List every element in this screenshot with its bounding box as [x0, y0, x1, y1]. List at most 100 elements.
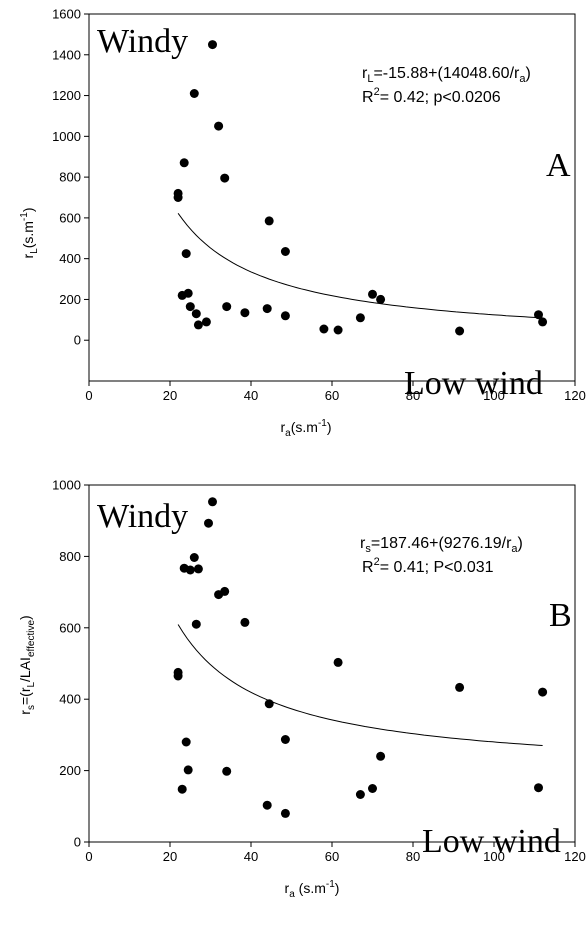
- panel-a-axes: 0 20 40 60 80 100 1200200400600800100012001400…: [52, 7, 586, 404]
- panel-a-point-25: [455, 326, 465, 336]
- panel-b-r2: R2= 0.41; P<0.031: [362, 556, 494, 576]
- panel-b-ylabel-mid2: /LAI: [17, 657, 33, 682]
- panel-b-point-15: [240, 617, 250, 627]
- panel-b-point-21: [355, 790, 365, 799]
- panel-b-eq-base: r: [360, 535, 366, 552]
- panel-a-point-4: [181, 249, 191, 259]
- panel-b-point-16: [262, 800, 272, 810]
- panel-b-ylabel-mid: =(r: [17, 687, 33, 705]
- panel-a-ylabel-sub: L: [29, 248, 40, 254]
- panel-a-ytick-label-8: 1600: [52, 7, 81, 22]
- panel-b-point-2: [177, 784, 187, 794]
- panel-b-eq-close: ): [518, 535, 523, 552]
- panel-b-low-wind-label: Low wind: [422, 823, 561, 860]
- panel-b-eq-sub: s: [365, 543, 371, 555]
- panel-b-point-19: [280, 808, 290, 818]
- panel-a-point-13: [220, 173, 230, 183]
- panel-b-xtick-label-4: 80: [406, 849, 420, 864]
- panel-a-ytick-label-6: 1200: [52, 88, 81, 103]
- panel-b-r2-rest: = 0.41; P<0.031: [380, 559, 494, 576]
- panel-a-eq-sub: L: [367, 73, 373, 85]
- panel-b-point-9: [193, 564, 203, 574]
- panel-b-ytick-label-2: 400: [59, 692, 81, 707]
- panel-b-point-26: [538, 687, 548, 697]
- panel-b-ylabel-base: r: [17, 710, 33, 715]
- panel-a-xtick-label-6: 120: [564, 388, 586, 403]
- panel-a-ylabel-base: r: [20, 254, 36, 259]
- panel-b-point-24: [455, 682, 465, 692]
- panel-a-ylabel: rL(s.m-1): [19, 207, 40, 258]
- panel-a-point-11: [208, 40, 217, 50]
- panel-b-point-8: [191, 619, 201, 629]
- panel-b-xtick-label-6: 120: [564, 849, 586, 864]
- panel-a-r2-sup: 2: [374, 86, 380, 98]
- panel-a-ylabel-unit: (s.m: [20, 221, 36, 248]
- panel-b-axes: 0 20 40 60 80 100 120 0 200 400 600 800 1000: [52, 478, 586, 865]
- panel-a-point-18: [280, 247, 290, 256]
- panel-b-ylabel-sub2: L: [26, 682, 37, 688]
- panel-a-ytick-label-2: 400: [59, 251, 81, 266]
- panel-a-xtick-label-2: 40: [244, 388, 258, 403]
- panel-a-point-24: [376, 294, 386, 304]
- panel-a-point-23: [368, 289, 377, 299]
- panel-a-xlabel-close: ): [327, 419, 332, 435]
- panel-a-xlabel-sup: -1: [318, 418, 327, 429]
- panel-a-ytick-label-4: 800: [59, 170, 81, 185]
- panel-a-point-17: [264, 216, 274, 226]
- panel-b: 0 20 40 60 80 100 120 0 200 400 600 800 1000 Windy L…: [17, 478, 586, 901]
- panel-b-xtick-label-2: 40: [244, 849, 258, 864]
- panel-b-fit-curve: [177, 624, 543, 746]
- panel-b-point-5: [183, 765, 193, 775]
- panel-a-ytick-label-7: 1400: [52, 47, 81, 62]
- panel-b-ytick-label-0: 0: [74, 835, 81, 850]
- panel-a-point-12: [214, 121, 224, 131]
- panel-b-point-20: [333, 657, 343, 667]
- panel-a-eq-sub2: a: [519, 73, 526, 85]
- panel-b-ylabel-close: ): [17, 615, 33, 620]
- panel-b-xlabel-close: ): [335, 880, 340, 896]
- panel-a-point-16: [262, 304, 272, 314]
- panel-b-windy-label: Windy: [97, 498, 188, 535]
- panel-a-eq-base: r: [362, 65, 368, 82]
- panel-b-label: B: [549, 597, 572, 634]
- panel-b-point-10: [204, 518, 213, 528]
- panel-a-ytick-label-3: 600: [59, 210, 81, 225]
- panel-b-eq-sub2: a: [511, 543, 518, 555]
- panel-a-fit-curve: [177, 213, 543, 319]
- panel-b-points: [173, 497, 548, 818]
- panel-a-xtick-label-0: 0: [85, 388, 92, 403]
- panel-a-points: [173, 40, 548, 336]
- panel-b-ytick-label-4: 800: [59, 549, 81, 564]
- panel-a-point-1: [173, 193, 183, 202]
- panel-b-xlabel-sub: a: [289, 889, 295, 900]
- panel-b-point-18: [280, 735, 290, 744]
- panel-b-point-14: [222, 766, 232, 776]
- panel-a-xtick-label-5: 100: [483, 388, 505, 403]
- panel-a-xlabel-sub: a: [285, 428, 291, 439]
- panel-b-xlabel-base: r: [285, 880, 290, 896]
- panel-a-point-10: [201, 317, 211, 327]
- panel-a-xtick-label-1: 20: [163, 388, 177, 403]
- panel-a-r2-rest: = 0.42; p<0.0206: [380, 89, 501, 106]
- panel-b-ylabel-sub3: effective: [26, 620, 37, 657]
- panel-b-point-1: [173, 671, 183, 681]
- panel-b-point-13: [220, 586, 230, 596]
- panel-a-point-3: [179, 158, 189, 168]
- panel-b-xtick-label-5: 100: [483, 849, 505, 864]
- panel-a-point-7: [189, 89, 199, 98]
- panel-a: 0 20 40 60 80 100 1200200400600800100012001400…: [19, 7, 586, 440]
- panel-b-point-23: [376, 751, 386, 761]
- panel-a-ytick-label-5: 1000: [52, 129, 81, 144]
- panel-a-xtick-label-4: 80: [406, 388, 420, 403]
- panel-a-r2-base: R: [362, 89, 374, 106]
- panel-b-point-6: [185, 565, 195, 575]
- panel-b-point-4: [181, 737, 191, 747]
- panel-a-point-19: [280, 311, 290, 321]
- panel-a-point-22: [355, 313, 365, 323]
- panel-b-ytick-label-1: 200: [59, 763, 81, 778]
- panel-a-point-27: [538, 317, 548, 327]
- panel-a-windy-label: Windy: [97, 23, 188, 60]
- panel-b-ylabel-sub: s: [26, 705, 37, 710]
- panel-b-xtick-label-0: 0: [85, 849, 92, 864]
